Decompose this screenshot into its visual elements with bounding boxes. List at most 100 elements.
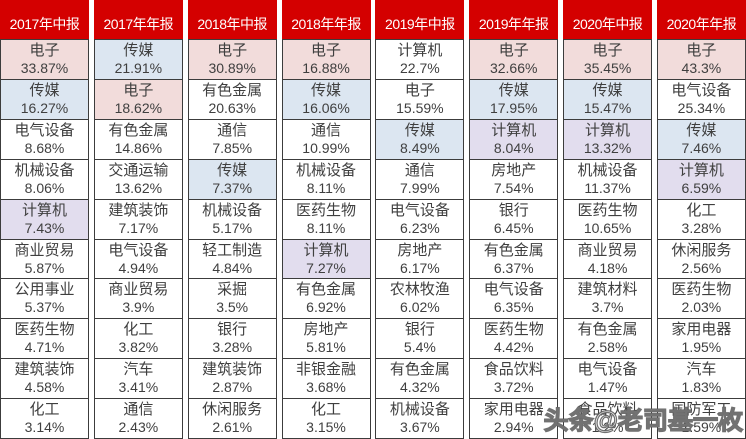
period-column: 2019年中报 计算机 22.7% 电子 15.59% 传媒 8.49% 通信 … (375, 0, 465, 439)
sector-weight: 30.89% (208, 60, 256, 77)
sector-weight: 25.34% (677, 99, 726, 116)
sector-weight: 3.72% (493, 379, 534, 396)
sector-cell: 计算机 13.32% (564, 118, 652, 159)
sector-name: 传媒 (29, 81, 60, 99)
sector-name: 医药生物 (577, 201, 638, 219)
sector-name: 电子 (217, 42, 248, 60)
sector-cell: 医药生物 10.65% (564, 198, 652, 239)
sector-cell: 电子 16.88% (282, 39, 370, 79)
sector-cell: 电子 43.3% (657, 39, 745, 79)
column-header: 2019年年报 (469, 0, 559, 39)
sector-weight: 3.68% (306, 379, 346, 396)
sector-name: 电子 (686, 42, 717, 60)
sector-weight: 4.71% (24, 339, 65, 356)
sector-weight: 3.15% (306, 419, 346, 436)
sector-weight: 2.56% (681, 259, 722, 276)
sector-cell: 计算机 7.43% (1, 198, 88, 239)
sector-weight: 20.63% (208, 99, 256, 116)
sector-name: 传媒 (123, 42, 154, 60)
sector-weight: 6.37% (493, 259, 534, 276)
sector-weight: 3.7% (591, 299, 624, 316)
sector-name: 机械设备 (202, 201, 263, 219)
sector-weight: 6.02% (400, 299, 440, 316)
sector-weight: 3.82% (118, 339, 159, 356)
sector-name: 建筑装饰 (14, 361, 75, 379)
sector-name: 商业贸易 (14, 241, 75, 259)
sector-weight: 1.83% (681, 379, 722, 396)
sector-cell: 医药生物 2.03% (657, 278, 745, 319)
sector-cell: 化工 3.14% (1, 398, 88, 439)
sector-weight: 2.87% (212, 379, 253, 396)
sector-weight: 3.9% (122, 299, 155, 316)
sector-weight: 7.54% (493, 179, 534, 196)
sector-cell: 有色金属 14.86% (94, 118, 182, 159)
sector-weight: 15.59% (396, 99, 444, 116)
column-header: 2017年年报 (93, 0, 183, 39)
sector-cell: 电子 33.87% (1, 39, 88, 79)
sector-cell: 计算机 7.27% (282, 238, 370, 279)
sector-weight: 8.06% (24, 179, 65, 196)
sector-name: 电子 (29, 42, 60, 60)
sector-cell: 电子 18.62% (94, 78, 182, 119)
sector-cell: 医药生物 4.42% (470, 318, 558, 359)
sector-weight: 1.95% (681, 339, 722, 356)
sector-cell: 有色金属 4.32% (376, 358, 464, 399)
sector-name: 食品饮料 (577, 401, 638, 419)
sector-cell: 有色金属 20.63% (188, 78, 276, 119)
column-header: 2017年中报 (0, 0, 89, 39)
sector-name: 通信 (404, 161, 435, 179)
period-column: 2020年年报 电子 43.3% 电气设备 25.34% 传媒 7.46% 计算… (656, 0, 746, 439)
sector-cell: 传媒 16.06% (282, 78, 370, 119)
sector-name: 电气设备 (671, 81, 732, 99)
sector-weight: 8.04% (493, 139, 534, 156)
sector-name: 电子 (311, 42, 342, 60)
sector-name: 计算机 (21, 201, 67, 219)
sector-name: 医药生物 (483, 321, 544, 339)
sector-weight: 13.32% (583, 139, 632, 156)
rows: 传媒 21.91% 电子 18.62% 有色金属 14.86% 交通运输 13.… (93, 39, 183, 439)
sector-cell: 传媒 7.46% (657, 118, 745, 159)
sector-name: 机械设备 (577, 161, 638, 179)
sector-weight: 33.87% (20, 60, 69, 77)
sector-cell: 电子 30.89% (188, 39, 276, 79)
sector-name: 家用电器 (671, 321, 732, 339)
sector-cell: 汽车 1.83% (657, 358, 745, 399)
sector-weight: 3.5% (216, 299, 249, 316)
sector-weight: 7.27% (306, 259, 346, 276)
sector-cell: 商业贸易 4.18% (564, 238, 652, 279)
sector-cell: 传媒 16.27% (1, 78, 88, 119)
sector-name: 有色金属 (483, 241, 544, 259)
sector-cell: 家用电器 2.94% (470, 398, 558, 439)
sector-weight: 10.99% (302, 139, 350, 156)
sector-name: 化工 (311, 401, 342, 419)
sector-weight: 4.32% (400, 379, 440, 396)
sector-name: 计算机 (397, 42, 443, 60)
sector-cell: 房地产 7.54% (470, 158, 558, 199)
sector-cell: 通信 10.99% (282, 118, 370, 159)
sector-weight: 32.66% (489, 60, 538, 77)
sector-weight: 2.94% (493, 419, 534, 436)
sector-weight: 15.47% (583, 99, 632, 116)
sector-cell: 国防军工 1.59% (657, 398, 745, 439)
sector-name: 电气设备 (14, 121, 75, 139)
sector-weight: 22.7% (400, 60, 440, 77)
sector-weight: 13.62% (114, 179, 163, 196)
sector-weight: 3.14% (24, 419, 65, 436)
sector-name: 电气设备 (389, 201, 450, 219)
sector-cell: 商业贸易 3.9% (94, 278, 182, 319)
sector-cell: 采掘 3.5% (188, 278, 276, 319)
sector-cell: 机械设备 8.11% (282, 158, 370, 199)
sector-name: 机械设备 (14, 161, 75, 179)
sector-name: 银行 (404, 321, 435, 339)
sector-cell: 有色金属 6.37% (470, 238, 558, 279)
sector-name: 非银金融 (296, 361, 357, 379)
column-header: 2020年中报 (563, 0, 653, 39)
sector-name: 传媒 (311, 81, 342, 99)
sector-cell: 房地产 5.81% (282, 318, 370, 359)
sector-weight: 7.43% (24, 219, 65, 236)
sector-name: 采掘 (217, 281, 248, 299)
sector-cell: 休闲服务 2.61% (188, 398, 276, 439)
sector-cell: 家用电器 1.95% (657, 318, 745, 359)
sector-weight: 4.42% (493, 339, 534, 356)
